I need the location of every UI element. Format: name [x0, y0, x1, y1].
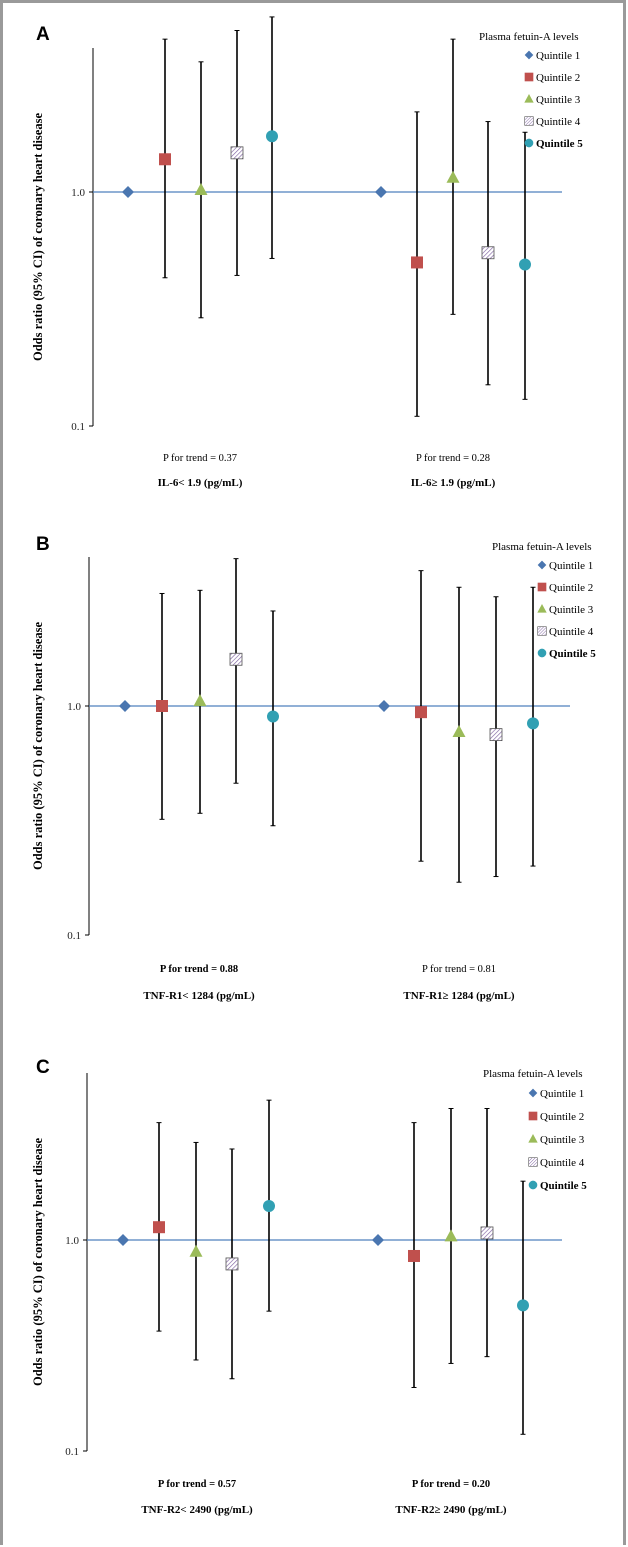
data-point-quintile-1 [375, 186, 387, 198]
legend-label: Quintile 5 [540, 1180, 587, 1192]
panel-letter: B [36, 534, 50, 555]
data-point-quintile-1 [372, 1234, 384, 1246]
legend-label: Quintile 1 [549, 560, 593, 572]
legend-marker [528, 1133, 538, 1143]
data-point-quintile-1 [117, 1234, 129, 1246]
panel-letter: A [36, 24, 50, 45]
p-for-trend: P for trend = 0.81 [422, 964, 496, 975]
data-point-quintile-3 [446, 170, 460, 183]
panel-a-chart: A 0.1 1.0 Odds ratio (95% CI) of coronary h… [31, 16, 583, 489]
data-point-quintile-3 [189, 1244, 203, 1257]
legend-marker [528, 1088, 538, 1098]
legend: Plasma fetuin-A levels Quintile 1 Quintile… [479, 31, 583, 150]
legend-marker [537, 626, 547, 636]
data-point-quintile-3 [444, 1229, 458, 1242]
group-label: TNF-R2≥ 2490 (pg/mL) [395, 1504, 506, 1516]
data-point-quintile-5 [517, 1299, 529, 1312]
data-point-quintile-2 [411, 256, 423, 269]
y-axis-label: Odds ratio (95% CI) of coronary heart di… [31, 1138, 45, 1386]
legend-marker [537, 582, 547, 592]
legend-label: Quintile 1 [540, 1088, 584, 1100]
y-axis-label: Odds ratio (95% CI) of coronary heart di… [31, 113, 45, 361]
group-label: TNF-R1< 1284 (pg/mL) [143, 990, 255, 1002]
group-label: IL-6< 1.9 (pg/mL) [158, 477, 243, 489]
data-point-quintile-2 [159, 153, 171, 166]
legend-label: Quintile 2 [549, 582, 593, 594]
y-tick-label: 1.0 [65, 1235, 79, 1247]
legend-title: Plasma fetuin-A levels [492, 541, 592, 553]
panel-c-chart: C 0.1 1.0 Odds ratio (95% CI) of coronary h… [31, 1057, 587, 1516]
legend-marker [528, 1157, 538, 1167]
legend-label: Quintile 4 [536, 116, 581, 128]
data-point-quintile-3 [193, 694, 207, 707]
data-point-quintile-5 [267, 710, 279, 723]
legend-label: Quintile 5 [549, 648, 596, 660]
legend-marker [537, 603, 547, 613]
group-label: TNF-R2< 2490 (pg/mL) [141, 1504, 253, 1516]
legend-label: Quintile 3 [549, 604, 594, 616]
legend: Plasma fetuin-A levels Quintile 1 Quintile… [483, 1068, 587, 1192]
p-for-trend: P for trend = 0.20 [412, 1479, 490, 1490]
legend-label: Quintile 3 [536, 94, 581, 106]
y-tick-label: 0.1 [67, 930, 81, 942]
data-point-quintile-5 [519, 258, 531, 271]
legend-marker [524, 116, 534, 126]
p-for-trend: P for trend = 0.28 [416, 453, 490, 464]
data-point-quintile-5 [527, 717, 539, 730]
legend-label: Quintile 5 [536, 138, 583, 150]
data-point-quintile-4 [489, 728, 503, 742]
legend-label: Quintile 3 [540, 1134, 585, 1146]
data-point-quintile-2 [153, 1221, 165, 1234]
legend-marker [528, 1180, 538, 1190]
p-for-trend: P for trend = 0.37 [163, 453, 237, 464]
data-point-quintile-2 [408, 1249, 420, 1262]
legend-marker [537, 560, 547, 570]
panel-b-chart: B 0.1 1.0 Odds ratio (95% CI) of coronary h… [31, 534, 596, 1002]
legend-marker [524, 72, 534, 82]
data-point-quintile-1 [378, 700, 390, 712]
y-tick-label: 0.1 [71, 421, 85, 433]
data-point-quintile-1 [119, 700, 131, 712]
data-point-quintile-4 [481, 246, 495, 260]
legend-marker [524, 138, 534, 148]
data-point-quintile-2 [156, 700, 168, 712]
data-point-quintile-4 [229, 652, 243, 666]
y-tick-label: 1.0 [71, 187, 85, 199]
legend-title: Plasma fetuin-A levels [479, 31, 579, 43]
data-point-quintile-3 [452, 724, 466, 737]
y-tick-label: 1.0 [67, 701, 81, 713]
p-for-trend: P for trend = 0.57 [158, 1479, 236, 1490]
data-point-quintile-1 [122, 186, 134, 198]
data-point-quintile-2 [415, 706, 427, 719]
legend: Plasma fetuin-A levels Quintile 1 Quintile… [492, 541, 596, 660]
legend-title: Plasma fetuin-A levels [483, 1068, 583, 1080]
panel-letter: C [36, 1057, 50, 1078]
data-point-quintile-5 [263, 1199, 275, 1212]
data-point-quintile-4 [480, 1226, 494, 1240]
legend-label: Quintile 4 [540, 1157, 585, 1169]
group-label: TNF-R1≥ 1284 (pg/mL) [403, 990, 514, 1002]
group-label: IL-6≥ 1.9 (pg/mL) [411, 477, 496, 489]
legend-label: Quintile 2 [536, 72, 580, 84]
data-point-quintile-4 [230, 146, 244, 160]
legend-marker [524, 93, 534, 103]
legend-label: Quintile 4 [549, 626, 594, 638]
legend-label: Quintile 2 [540, 1111, 584, 1123]
y-axis-label: Odds ratio (95% CI) of coronary heart di… [31, 622, 45, 870]
data-point-quintile-5 [266, 130, 278, 143]
legend-marker [524, 50, 534, 60]
y-tick-label: 0.1 [65, 1446, 79, 1458]
legend-marker [528, 1111, 538, 1121]
legend-marker [537, 648, 547, 658]
data-point-quintile-3 [194, 182, 208, 195]
legend-label: Quintile 1 [536, 50, 580, 62]
p-for-trend: P for trend = 0.88 [160, 964, 238, 975]
data-point-quintile-4 [225, 1257, 239, 1271]
